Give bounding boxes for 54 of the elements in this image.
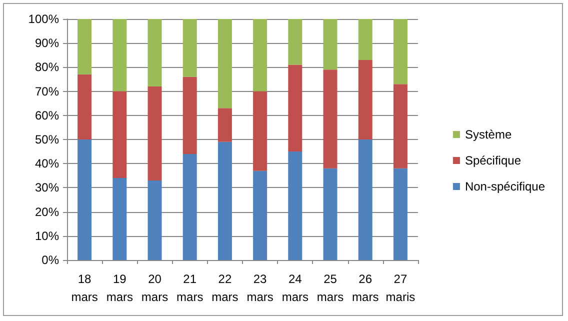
x-tick-label: 27 maris [386,272,416,304]
bar [393,84,408,168]
bar [182,19,197,77]
legend-label: Spécifique [464,154,522,168]
y-tick-label: 70% [34,84,60,98]
bar [288,152,302,260]
x-tick-label: 20 mars [141,272,168,304]
bar [393,168,408,260]
bar [253,19,268,92]
bar [218,19,232,108]
y-tick-label: 20% [34,204,60,219]
bar [78,140,92,260]
bar [358,60,372,140]
y-tick-label: 0% [42,253,60,267]
bar [148,86,162,180]
bar [288,19,302,65]
bar [323,70,338,168]
x-tick-label: 18 mars [71,272,98,304]
bar [323,168,338,260]
bar [358,140,372,260]
y-tick-label: 40% [34,156,60,171]
bar [218,142,232,260]
bar [253,91,268,171]
bar [358,19,372,60]
bar [148,19,162,86]
bar [182,154,197,260]
bar [78,74,92,140]
x-tick-label: 24 mars [282,272,308,304]
legend-label: Système [464,128,512,142]
x-tick-label: 26 mars [352,272,379,304]
y-tick-label: 30% [34,180,60,195]
bar [182,76,197,154]
bar [112,178,127,260]
bar [78,19,92,74]
bar [288,64,302,152]
bar [218,108,232,142]
y-tick-label: 100% [28,12,60,26]
bar [112,19,127,92]
bar [112,91,127,178]
y-tick-label: 50% [34,132,60,146]
y-tick-label: 10% [34,228,60,243]
y-tick-label: 90% [34,36,60,50]
legend-label: Non-spécifique [464,180,546,194]
x-tick-label: 19 mars [106,272,133,304]
y-tick-label: 80% [34,60,60,74]
bar [148,180,162,260]
x-tick-label: 21 mars [176,272,204,304]
x-tick-label: 25 mars [316,272,344,304]
x-tick-label: 23 mars [246,272,274,304]
x-tick-label: 22 mars [212,272,238,304]
bar [323,19,338,70]
bar [393,19,408,84]
y-tick-label: 60% [34,108,60,122]
bar [253,170,268,260]
